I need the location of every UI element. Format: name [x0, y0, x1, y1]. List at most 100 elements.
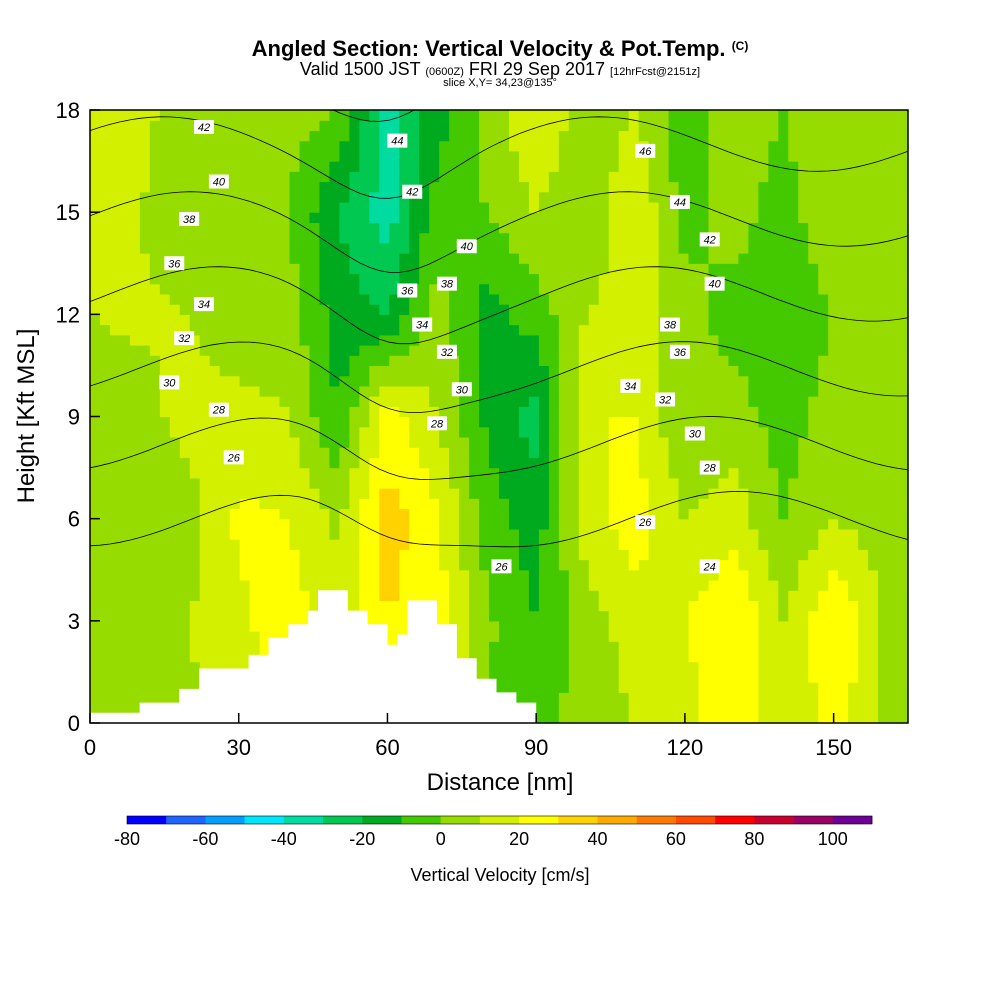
velocity-cell [179, 293, 191, 305]
velocity-cell [888, 304, 899, 315]
velocity-cell [538, 457, 550, 469]
velocity-cell [868, 610, 879, 622]
velocity-cell [548, 682, 560, 693]
velocity-cell [169, 671, 181, 683]
velocity-cell [578, 161, 590, 172]
velocity-cell [868, 365, 879, 377]
velocity-cell [299, 212, 311, 223]
velocity-cell [399, 436, 410, 448]
velocity-cell [119, 212, 131, 223]
velocity-cell [149, 355, 161, 367]
velocity-cell [638, 600, 650, 612]
velocity-cell [638, 702, 650, 714]
velocity-cell [289, 314, 301, 326]
velocity-cell [718, 590, 730, 601]
velocity-cell [868, 161, 879, 172]
velocity-cell [588, 150, 600, 162]
velocity-cell [499, 518, 510, 530]
velocity-cell [319, 140, 331, 152]
velocity-cell [129, 528, 141, 540]
velocity-cell [279, 406, 291, 418]
velocity-cell [558, 273, 570, 285]
velocity-cell [219, 355, 231, 367]
velocity-cell [528, 692, 540, 704]
velocity-cell [868, 467, 879, 479]
velocity-cell [828, 620, 839, 632]
velocity-cell [888, 498, 899, 510]
velocity-cell [748, 549, 759, 561]
velocity-cell [668, 406, 680, 418]
velocity-cell [159, 457, 171, 469]
velocity-cell [738, 477, 749, 489]
velocity-cell [618, 590, 630, 601]
velocity-cell [608, 171, 620, 183]
velocity-cell [668, 304, 680, 315]
velocity-cell [339, 304, 350, 315]
velocity-cell [888, 253, 899, 264]
velocity-cell [618, 171, 630, 183]
velocity-cell [279, 518, 291, 530]
velocity-cell [818, 631, 829, 642]
velocity-cell [239, 293, 251, 305]
velocity-cell [848, 344, 859, 356]
velocity-cell [389, 161, 400, 172]
velocity-cell [229, 549, 241, 561]
velocity-cell [379, 344, 390, 356]
velocity-cell [748, 600, 759, 612]
velocity-cell [349, 518, 360, 530]
velocity-cell [389, 467, 400, 479]
velocity-cell [429, 344, 440, 356]
velocity-cell [558, 682, 570, 693]
velocity-cell [409, 375, 420, 387]
velocity-cell [878, 253, 889, 264]
velocity-cell [858, 682, 869, 693]
velocity-cell [139, 600, 151, 612]
velocity-cell [409, 201, 420, 213]
velocity-cell [828, 549, 839, 561]
velocity-cell [449, 549, 460, 561]
velocity-cell [359, 314, 370, 326]
velocity-cell [209, 110, 221, 121]
velocity-cell [269, 406, 281, 418]
velocity-cell [349, 242, 360, 254]
velocity-cell [139, 140, 151, 152]
velocity-cell [149, 549, 161, 561]
velocity-cell [868, 150, 879, 162]
velocity-cell [558, 590, 570, 601]
velocity-cell [279, 528, 291, 540]
velocity-cell [738, 590, 749, 601]
velocity-cell [469, 181, 480, 193]
velocity-cell [548, 171, 560, 183]
velocity-cell [868, 682, 879, 693]
velocity-cell [688, 457, 700, 469]
velocity-cell [888, 110, 899, 121]
velocity-cell [329, 314, 340, 326]
velocity-cell [229, 477, 241, 489]
velocity-cell [319, 355, 331, 367]
velocity-cell [828, 191, 839, 203]
velocity-cell [848, 253, 859, 264]
velocity-cell [109, 161, 121, 172]
velocity-cell [209, 631, 221, 642]
velocity-cell [439, 457, 450, 469]
velocity-cell [828, 498, 839, 510]
velocity-cell [508, 140, 520, 152]
velocity-cell [728, 181, 740, 193]
velocity-cell [439, 242, 450, 254]
velocity-cell [628, 641, 640, 653]
velocity-cell [259, 130, 271, 142]
velocity-cell [728, 355, 740, 367]
velocity-cell [409, 436, 420, 448]
velocity-cell [139, 682, 151, 693]
velocity-cell [568, 549, 580, 561]
velocity-cell [558, 283, 570, 295]
velocity-cell [499, 549, 510, 561]
velocity-cell [768, 436, 779, 448]
velocity-cell [399, 467, 410, 479]
theta-contour-line [90, 266, 908, 345]
velocity-cell [499, 304, 510, 315]
velocity-cell [638, 396, 650, 407]
velocity-cell [419, 140, 430, 152]
velocity-cell [878, 334, 889, 346]
velocity-cell [558, 191, 570, 203]
